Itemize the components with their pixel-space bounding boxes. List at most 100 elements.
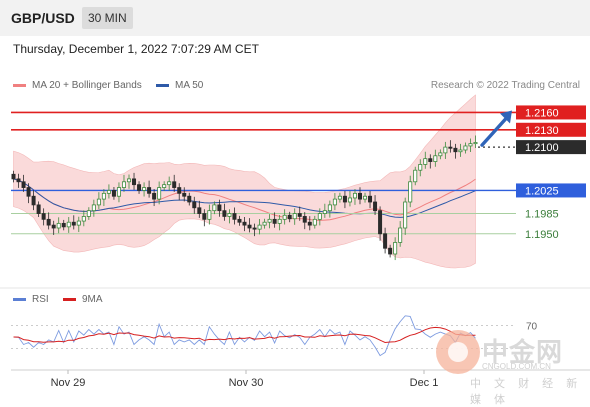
candle-body: [463, 145, 468, 151]
candle-body: [383, 233, 388, 249]
watermark-logo-inner: [448, 342, 468, 362]
candle-body: [267, 218, 272, 223]
level-label-1.2100: 1.2100: [525, 142, 559, 154]
rsi-line: [13, 315, 476, 357]
candle-body: [307, 221, 312, 226]
x-tick-label: Nov 30: [229, 377, 264, 389]
legend-swatch-ma20: [13, 83, 26, 87]
candle-body: [337, 195, 342, 200]
candle-body: [378, 210, 383, 235]
candle-body: [287, 214, 292, 220]
candle-body: [177, 187, 182, 194]
datetime-label: Thursday, December 1, 2022 7:07:29 AM CE…: [13, 42, 259, 56]
candle-body: [257, 224, 262, 230]
candle-body: [342, 195, 347, 203]
rsi-level-label: 70: [526, 321, 538, 332]
level-tag-1.2130: [516, 122, 586, 137]
candle-body: [272, 218, 277, 224]
candle-body: [352, 192, 357, 199]
candle-body: [428, 158, 433, 162]
level-tag-1.2160: [516, 105, 586, 120]
candle-body: [192, 201, 197, 209]
candle-body: [142, 187, 147, 191]
candle-body: [152, 192, 157, 200]
candle-body: [302, 216, 307, 223]
legend-ma20: MA 20 + Bollinger Bands: [13, 80, 142, 91]
chart-header: GBP/USD 30 MIN: [0, 0, 590, 36]
candle-body: [197, 207, 202, 214]
candle-body: [106, 190, 111, 194]
candle-body: [458, 149, 463, 153]
candle-body: [56, 222, 61, 229]
level-tag-1.2100: [516, 140, 586, 155]
candle-body: [36, 204, 41, 214]
candle-body: [357, 192, 362, 200]
level-label-1.2160: 1.2160: [525, 107, 559, 119]
candle-body: [116, 187, 121, 197]
candle-body: [187, 195, 192, 203]
watermark-url: CNGOLD.COM.CN: [482, 362, 551, 371]
legend-label-ma50: MA 50: [175, 80, 204, 91]
legend-swatch-ma50: [156, 83, 169, 87]
x-tick-label: Dec 1: [410, 377, 439, 389]
candle-body: [217, 204, 222, 212]
candle-body: [222, 210, 227, 217]
candle-body: [11, 173, 16, 180]
candle-body: [388, 247, 393, 255]
candle-body: [312, 218, 317, 226]
candle-body: [76, 220, 81, 226]
level-label-1.2130: 1.2130: [525, 125, 559, 137]
candle-body: [242, 221, 247, 226]
candle-body: [137, 184, 142, 191]
candle-body: [282, 214, 287, 220]
legend-ma50: MA 50: [156, 80, 203, 91]
candle-body: [468, 143, 473, 147]
candle-body: [438, 152, 443, 157]
candle-body: [101, 192, 106, 200]
candle-body: [91, 204, 96, 212]
candle-body: [403, 201, 408, 229]
candle-body: [26, 187, 31, 197]
candle-body: [433, 155, 438, 162]
candle-body: [157, 187, 162, 200]
candle-body: [232, 213, 237, 220]
candle-body: [121, 181, 126, 188]
watermark-sub: 中 文 财 经 新 媒 体: [470, 378, 583, 406]
candle-body: [16, 178, 21, 183]
candle-body: [408, 181, 413, 203]
legend-rsi: RSI: [13, 294, 49, 305]
candle-body: [81, 216, 86, 222]
candle-body: [292, 213, 297, 220]
candle-body: [61, 222, 66, 228]
level-label-1.1985: 1.1985: [525, 209, 559, 221]
watermark-name: 中金网: [482, 337, 564, 367]
legend-swatch-rsi: [13, 297, 26, 301]
symbol-label: GBP/USD: [11, 10, 75, 26]
legend-9ma: 9MA: [63, 294, 103, 305]
candle-body: [327, 204, 332, 212]
forecast-arrow-shaft: [480, 115, 509, 147]
candle-body: [202, 213, 207, 220]
candle-body: [368, 195, 373, 203]
candle-body: [473, 142, 478, 145]
legend-label-ma20: MA 20 + Bollinger Bands: [32, 80, 142, 91]
candle-body: [227, 213, 232, 217]
candle-body: [398, 227, 403, 243]
candle-body: [423, 158, 428, 165]
candle-body: [172, 181, 177, 188]
candle-body: [247, 224, 252, 229]
timeframe-badge[interactable]: 30 MIN: [82, 7, 133, 29]
candle-body: [332, 198, 337, 206]
candle-body: [373, 201, 378, 212]
candle-body: [413, 169, 418, 183]
x-tick-label: Nov 29: [51, 377, 86, 389]
candle-body: [317, 213, 322, 220]
level-tag-1.2025: [516, 183, 586, 198]
candle-body: [51, 224, 56, 229]
candle-body: [448, 146, 453, 149]
candle-body: [277, 218, 282, 224]
candle-body: [443, 146, 448, 154]
candle-body: [418, 164, 423, 171]
candle-body: [212, 204, 217, 212]
candle-body: [237, 218, 242, 223]
